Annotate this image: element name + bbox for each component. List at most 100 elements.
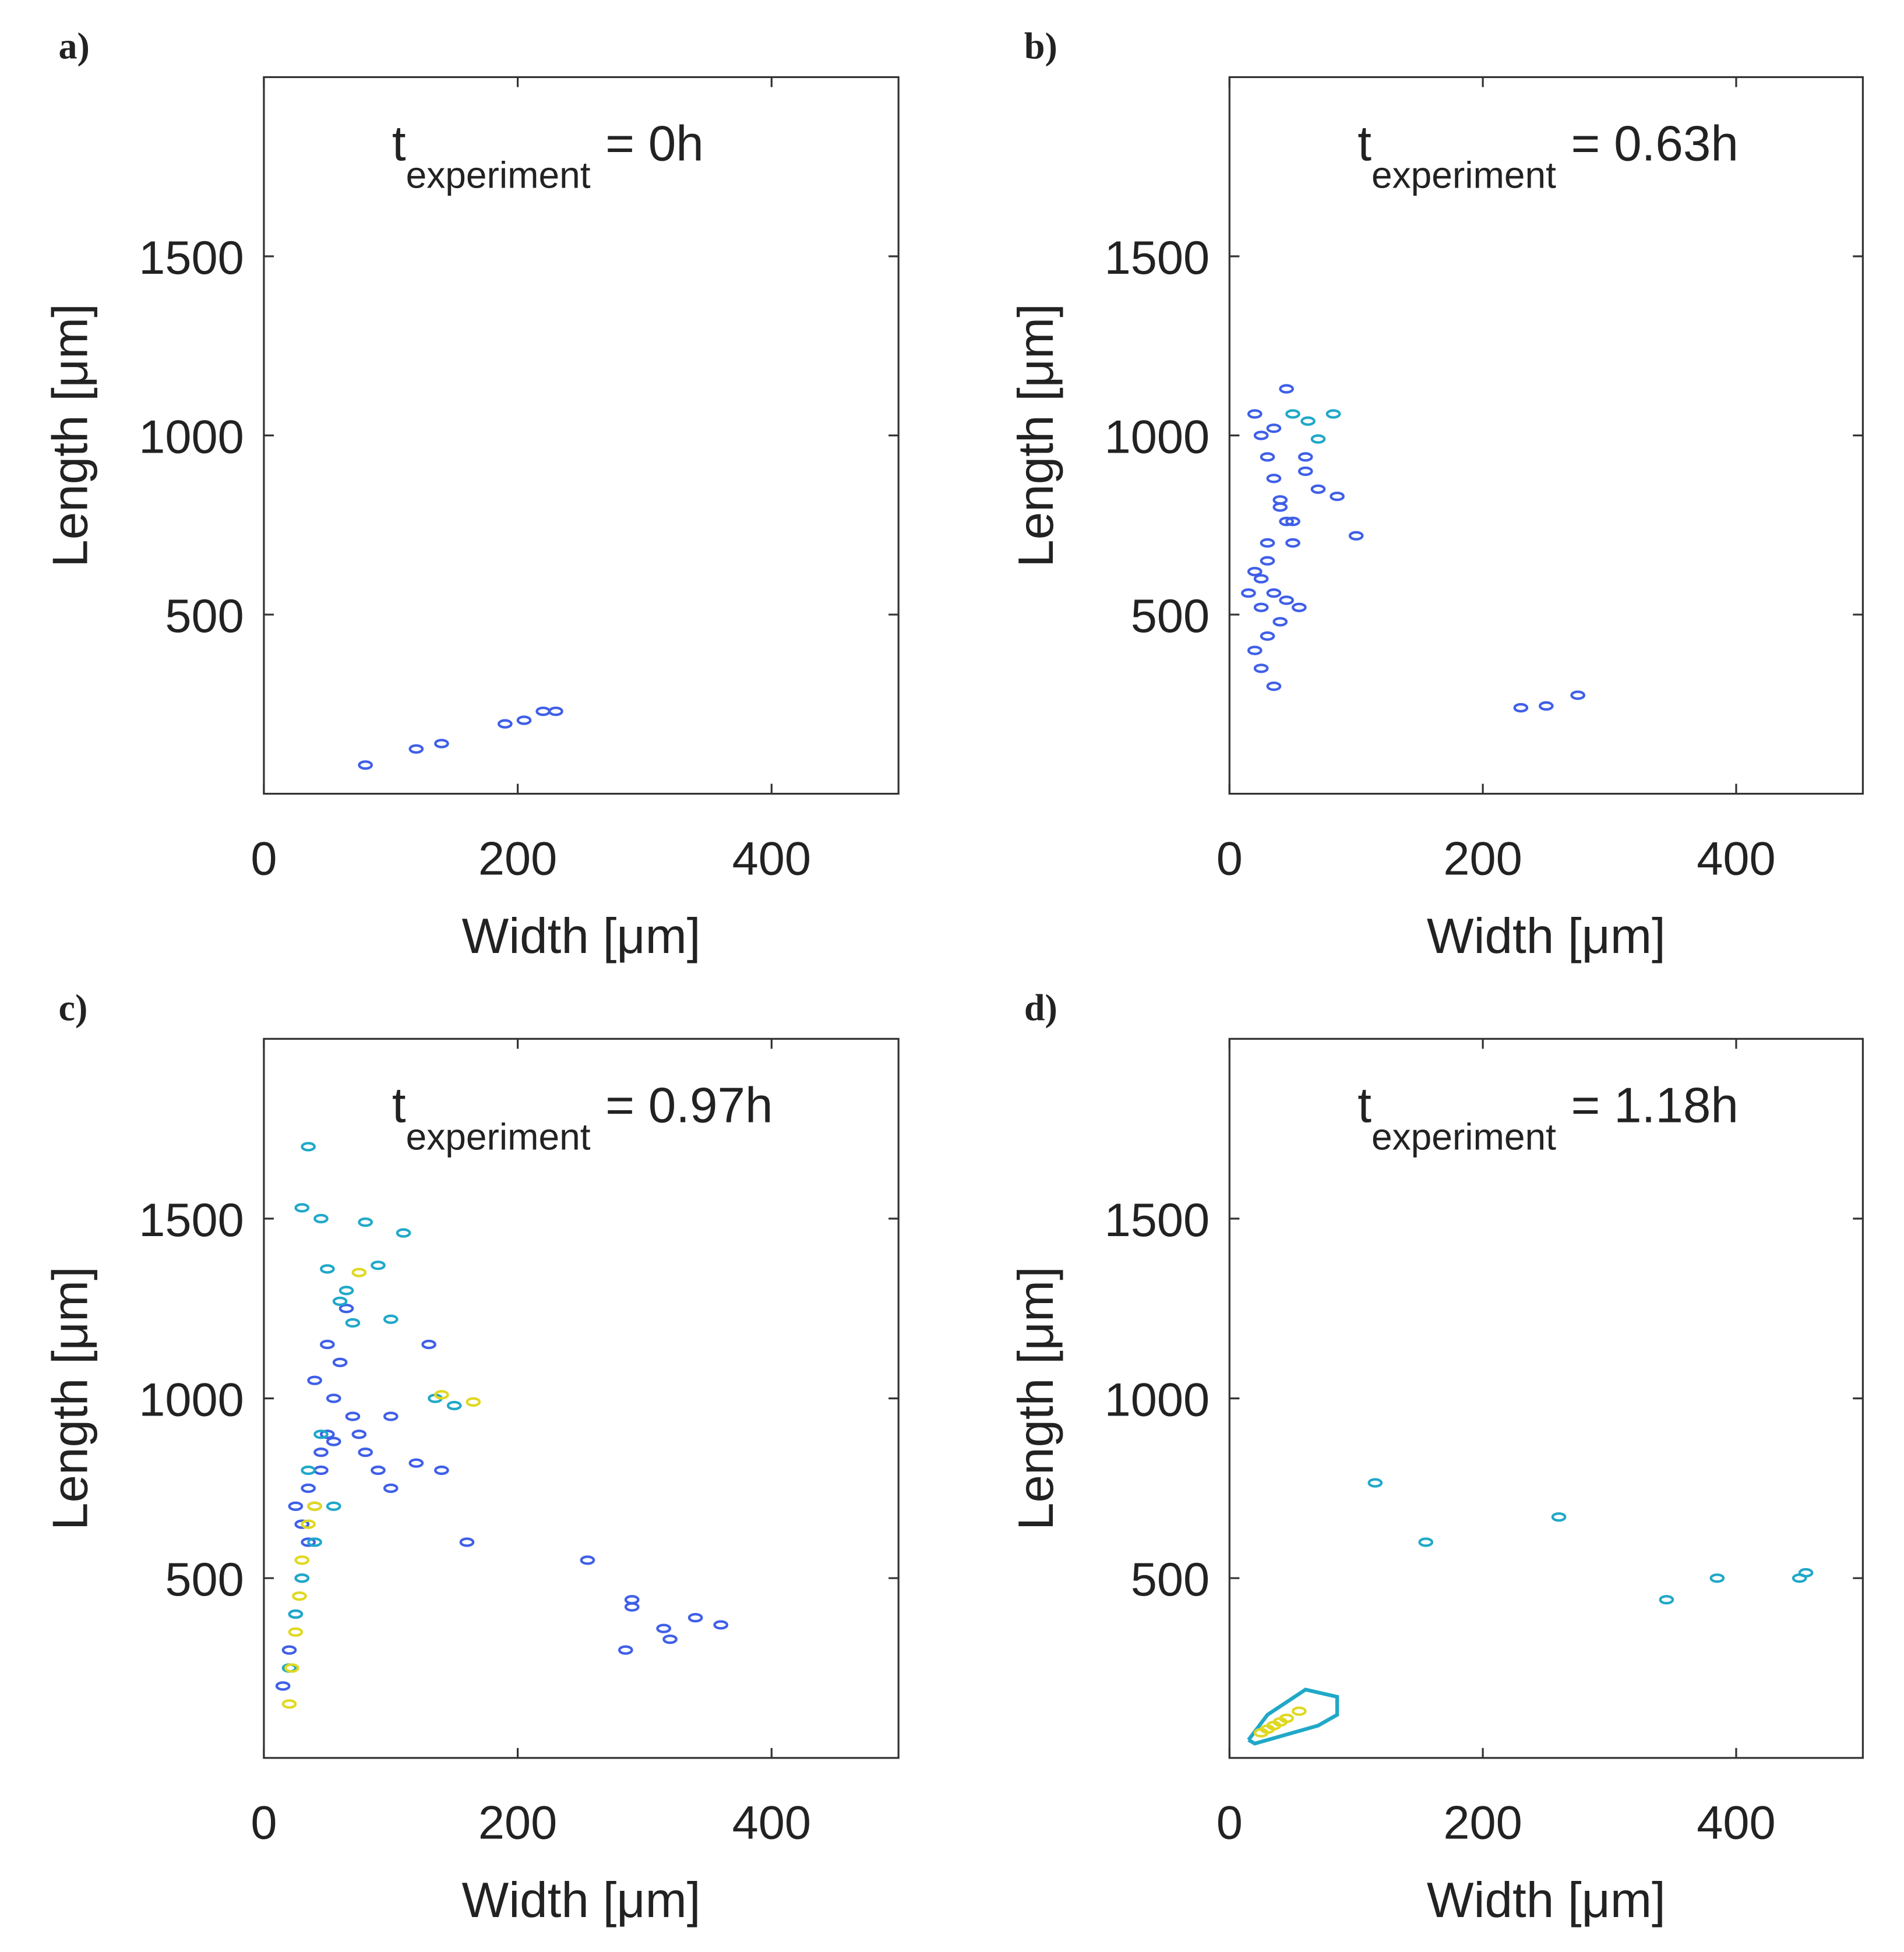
contour-blob (358, 1217, 373, 1227)
contour-blob (383, 1314, 399, 1324)
contour-blob (1539, 701, 1554, 711)
x-tick-label: 0 (251, 832, 277, 885)
contour-blob (371, 1261, 386, 1270)
contour-blob (1292, 602, 1307, 612)
y-tick-label: 500 (165, 1554, 244, 1606)
contour-blob (1798, 1568, 1814, 1578)
contour-blob (332, 1296, 348, 1307)
panel-label: d) (1024, 987, 1057, 1028)
y-tick-label: 1000 (139, 1374, 244, 1426)
panel: d) 0 200 400 500 1000 1500 Width [μm] Length [μm… (1009, 987, 1864, 1928)
contour-blob (1247, 409, 1263, 419)
contour-blob (313, 1448, 329, 1457)
contour-blob (459, 1537, 475, 1547)
contour-blob (1300, 416, 1316, 426)
panel-title: texperiment = 1.18h (1358, 1078, 1739, 1157)
contour-blob (281, 1645, 297, 1655)
contour-blob (1247, 645, 1263, 655)
contour-blob (580, 1555, 595, 1565)
contour-blob (421, 1339, 436, 1350)
contour-blob (294, 1573, 310, 1583)
contour-blob (662, 1635, 678, 1644)
contour-blob (1253, 663, 1269, 673)
y-tick-label: 1000 (1105, 1374, 1210, 1426)
contour-blob (1292, 1706, 1307, 1716)
title-subscript: experiment (406, 154, 591, 196)
panel-label: b) (1024, 25, 1057, 66)
contour-blob (275, 1681, 291, 1691)
contour-blob (1253, 430, 1269, 440)
contour-blob (1285, 409, 1300, 419)
contour-blob (326, 1393, 341, 1403)
contour-blob (1253, 574, 1269, 584)
x-tick-label: 200 (1443, 832, 1522, 885)
panel-label: c) (59, 987, 88, 1028)
contour-blob (1325, 409, 1341, 419)
contour-blob (1260, 556, 1275, 566)
contour-blob (294, 1555, 310, 1565)
contour-blob (301, 1142, 316, 1152)
contour-blob (466, 1397, 481, 1407)
x-tick-label: 400 (732, 832, 811, 885)
x-tick-label: 200 (478, 1797, 557, 1849)
contour-blob (1367, 1478, 1383, 1488)
contour-blob (301, 1465, 316, 1476)
title-rest: = 0.97h (605, 1078, 773, 1133)
contour-blob (1266, 423, 1282, 433)
contour-blob (292, 1591, 307, 1601)
contour-blob (618, 1645, 633, 1655)
contour-blob (1266, 681, 1282, 691)
contour-blob (358, 1448, 373, 1457)
x-tick-label: 0 (1217, 832, 1243, 885)
contour-blob (1330, 491, 1345, 502)
contour-blob (313, 1429, 329, 1439)
contour-blob (516, 715, 532, 725)
contour-blob (1272, 1717, 1288, 1727)
contour-blob (320, 1264, 335, 1274)
contour-blob (1279, 384, 1294, 394)
title-t: t (392, 117, 406, 172)
title-rest: = 0.63h (1571, 117, 1739, 172)
y-tick-label: 500 (1131, 1554, 1210, 1606)
title-rest: = 1.18h (1571, 1078, 1739, 1133)
contour-blob (371, 1465, 386, 1476)
contour-blob (288, 1501, 304, 1511)
contour-blob (1285, 538, 1300, 548)
contour-blob (408, 1458, 424, 1468)
contour-blob (1570, 690, 1585, 700)
contour-blob (288, 1609, 304, 1619)
contour-blob (1418, 1537, 1434, 1547)
title-t: t (1358, 117, 1371, 172)
contour-blob (1310, 434, 1326, 444)
contour-blob (1310, 484, 1326, 494)
contour-blob (446, 1400, 462, 1411)
x-tick-label: 400 (1697, 1797, 1775, 1849)
x-tick-label: 200 (1443, 1797, 1522, 1849)
contour-blob (320, 1429, 335, 1439)
contour-blob (687, 1612, 703, 1623)
contour-blob (1297, 452, 1313, 462)
y-tick-label: 1000 (139, 411, 244, 463)
contour-blob (1260, 631, 1275, 641)
panel-title: texperiment = 0.63h (1358, 117, 1739, 196)
y-tick-label: 500 (1131, 590, 1210, 643)
y-axis-label: Length [μm] (1009, 1266, 1064, 1530)
plot-area (263, 76, 900, 795)
plot-area (263, 1037, 900, 1759)
y-axis-label: Length [μm] (1009, 303, 1064, 567)
title-subscript: experiment (406, 1116, 591, 1157)
x-axis-label: Width [μm] (462, 1873, 701, 1928)
contour-blob (408, 744, 424, 754)
contour-blob (548, 707, 563, 716)
title-rest: = 0h (605, 117, 704, 172)
contour-blob (498, 719, 513, 729)
contour-blob (339, 1304, 354, 1314)
contour-blob (383, 1411, 399, 1421)
y-tick-label: 1500 (139, 1194, 244, 1247)
contour-blob (284, 1663, 299, 1673)
x-tick-label: 0 (1217, 1797, 1243, 1849)
panel: b) 0 200 400 500 1000 1500 Width [μm] Length [μm… (1009, 25, 1864, 964)
contour-blob (351, 1429, 367, 1439)
contour-blob (1551, 1512, 1567, 1522)
panel-title: texperiment = 0.97h (392, 1078, 773, 1157)
